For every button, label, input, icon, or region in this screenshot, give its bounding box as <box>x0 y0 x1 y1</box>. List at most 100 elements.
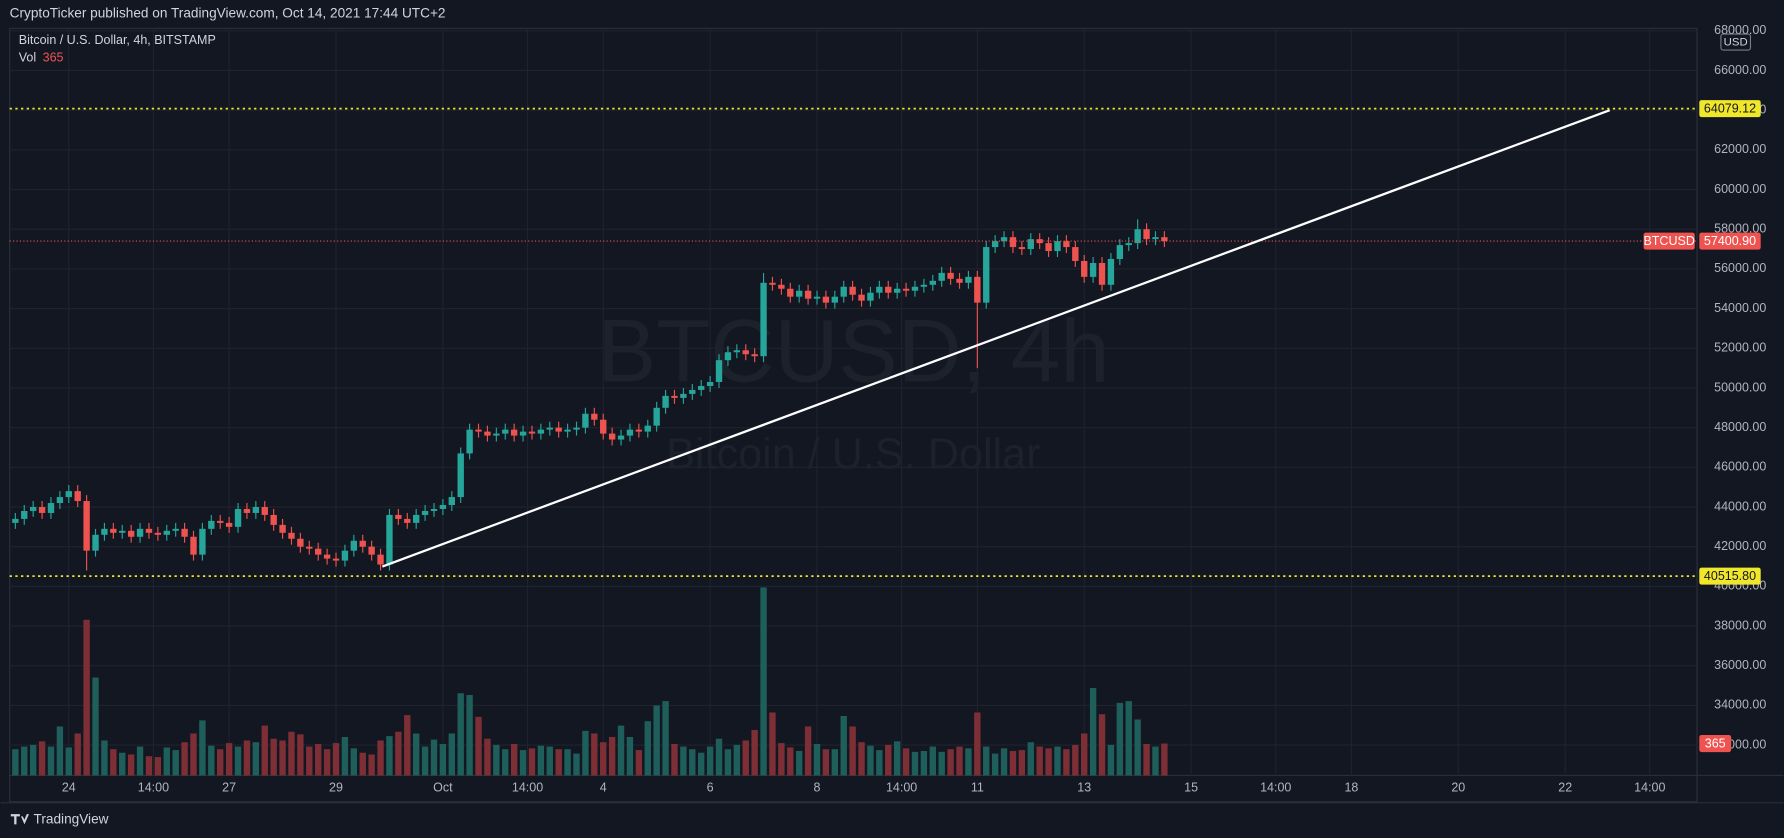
currency: USD <box>1724 37 1748 49</box>
candle-body <box>1161 237 1168 242</box>
level-label: 64079.12 <box>1704 101 1756 115</box>
volume-bar <box>573 753 580 776</box>
candle-body <box>359 540 366 547</box>
volume-bar <box>297 734 304 776</box>
candle-body <box>1107 258 1115 285</box>
x-tick-label: 14:00 <box>1260 780 1291 794</box>
volume-bar <box>457 693 464 776</box>
volume-bar <box>1009 750 1017 776</box>
x-tick-label: 14:00 <box>886 780 917 794</box>
volume-bar <box>1161 743 1168 776</box>
volume-bar <box>689 749 696 776</box>
candle-body <box>956 278 963 283</box>
candle-body <box>136 528 144 537</box>
candle-body <box>822 296 830 303</box>
candle-body <box>591 413 598 420</box>
volume-bar <box>840 715 847 776</box>
volume-bar <box>127 754 135 776</box>
candle-body <box>29 507 37 511</box>
volume-bar <box>582 730 589 776</box>
volume-bar <box>1072 744 1079 776</box>
y-tick-label: 60000.00 <box>1714 182 1766 196</box>
volume-bar <box>778 743 785 776</box>
level-label: 40515.80 <box>1704 569 1756 583</box>
candle-body <box>600 419 607 434</box>
volume-bar <box>1036 746 1043 776</box>
candle-body <box>760 282 767 357</box>
candle-body <box>573 427 580 430</box>
candle-body <box>537 429 545 434</box>
volume-bar <box>208 745 215 776</box>
candle-body <box>466 429 473 454</box>
candle-body <box>1134 229 1141 244</box>
symbol-label-box <box>1643 232 1695 250</box>
candle-body <box>876 286 883 293</box>
volume-bar <box>190 733 197 776</box>
volume-bar <box>1081 733 1088 776</box>
volume-bar <box>804 726 812 776</box>
volume-bar <box>555 749 562 776</box>
volume-bar <box>742 740 749 776</box>
volume-bar <box>831 749 838 776</box>
volume-bar <box>680 746 687 776</box>
volume-bar <box>92 677 99 776</box>
candle-body <box>332 558 340 561</box>
volume-bar <box>991 753 999 776</box>
candle-body <box>680 393 687 398</box>
volume-bar <box>564 749 571 776</box>
candle-body <box>608 433 616 440</box>
candle-body <box>1036 239 1043 244</box>
candle-body <box>653 407 660 426</box>
candle-body <box>430 508 438 511</box>
volume-bar <box>849 726 856 776</box>
y-tick-label: 52000.00 <box>1714 341 1766 355</box>
candle-body <box>47 503 55 513</box>
volume-bar <box>350 748 358 776</box>
volume-bar <box>38 741 46 776</box>
volume-bar <box>876 750 883 776</box>
candle-body <box>181 528 188 537</box>
y-tick-label: 56000.00 <box>1714 261 1766 275</box>
candle-body <box>1152 237 1159 240</box>
volume-label: 365 <box>1705 736 1726 750</box>
volume-bar <box>1000 748 1008 776</box>
volume-bar <box>813 743 821 776</box>
candle-body <box>813 296 821 299</box>
candle-body <box>119 530 126 533</box>
volume-bar <box>1134 719 1141 776</box>
candle-body <box>671 395 678 398</box>
candle-body <box>902 288 910 291</box>
volume-bar <box>83 619 90 776</box>
candle-body <box>92 534 99 551</box>
volume-bar <box>154 757 162 776</box>
volume-bar <box>822 749 830 776</box>
candle-body <box>893 288 901 293</box>
volume-bar <box>644 721 651 776</box>
candle-body <box>101 528 108 535</box>
candle-body <box>528 431 536 434</box>
volume-bar <box>1152 746 1159 776</box>
candle-body <box>145 528 153 533</box>
candle-body <box>885 286 892 293</box>
volume-bar <box>608 736 616 776</box>
candle-body <box>769 282 776 285</box>
candle-body <box>635 429 643 432</box>
candle-body <box>849 286 856 295</box>
candle-body <box>911 286 919 291</box>
candle-body <box>395 514 402 519</box>
candle-body <box>65 491 72 498</box>
y-tick-label: 44000.00 <box>1714 499 1766 513</box>
candle-body <box>288 532 295 539</box>
candle-body <box>475 429 482 432</box>
x-tick-label: 22 <box>1558 780 1572 794</box>
candle-body <box>831 296 838 303</box>
x-tick-label: 14:00 <box>138 780 169 794</box>
legend-volume-name: Vol <box>19 50 36 64</box>
candle-body <box>1143 229 1150 240</box>
x-tick-label: 13 <box>1077 780 1091 794</box>
x-tick-label: 4 <box>600 780 607 794</box>
volume-bar <box>1027 742 1034 776</box>
y-tick-label: 50000.00 <box>1714 380 1766 394</box>
